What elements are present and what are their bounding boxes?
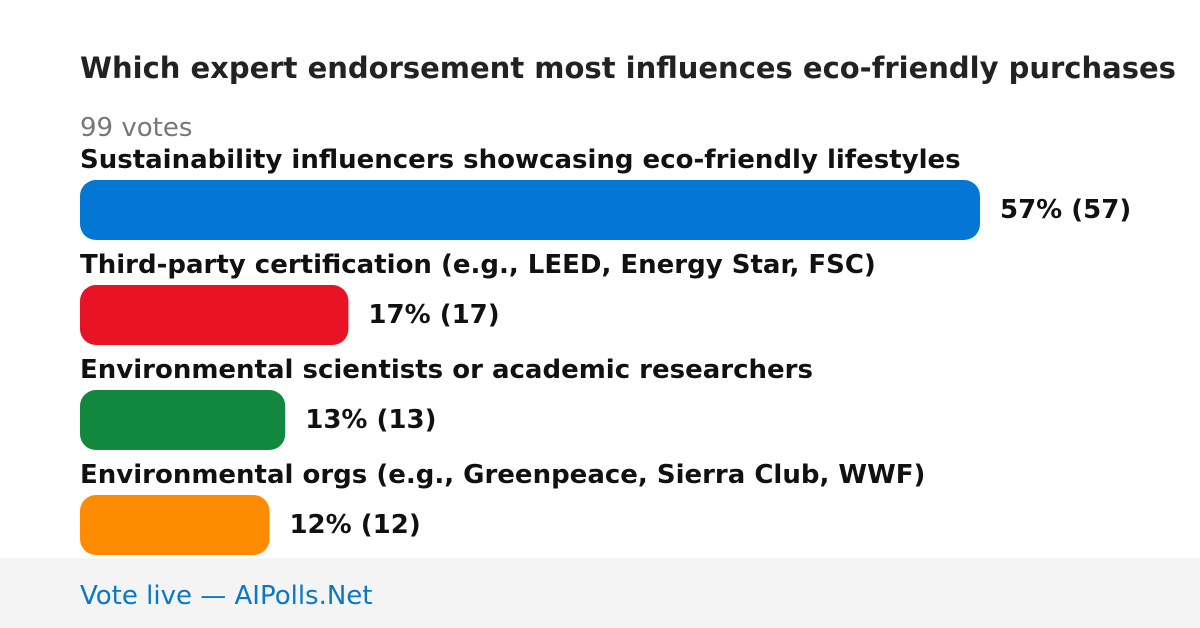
value-label: 17% (17) bbox=[368, 300, 499, 330]
option-label: Third-party certification (e.g., LEED, E… bbox=[80, 250, 876, 280]
chart-title: Which expert endorsement most influences… bbox=[80, 51, 1176, 85]
footer-band bbox=[0, 558, 1200, 628]
value-label: 12% (12) bbox=[289, 510, 420, 540]
option-label: Environmental orgs (e.g., Greenpeace, Si… bbox=[80, 460, 925, 490]
value-label: 57% (57) bbox=[1000, 195, 1131, 225]
option-label: Environmental scientists or academic res… bbox=[80, 355, 813, 385]
bar bbox=[80, 390, 286, 450]
vote-count: 99 votes bbox=[80, 113, 192, 143]
option-label: Sustainability influencers showcasing ec… bbox=[80, 145, 961, 175]
value-label: 13% (13) bbox=[305, 405, 436, 435]
footer-link[interactable]: Vote live — AIPolls.Net bbox=[80, 581, 373, 611]
bar bbox=[80, 495, 270, 555]
bar bbox=[80, 180, 980, 240]
bar bbox=[80, 285, 349, 345]
